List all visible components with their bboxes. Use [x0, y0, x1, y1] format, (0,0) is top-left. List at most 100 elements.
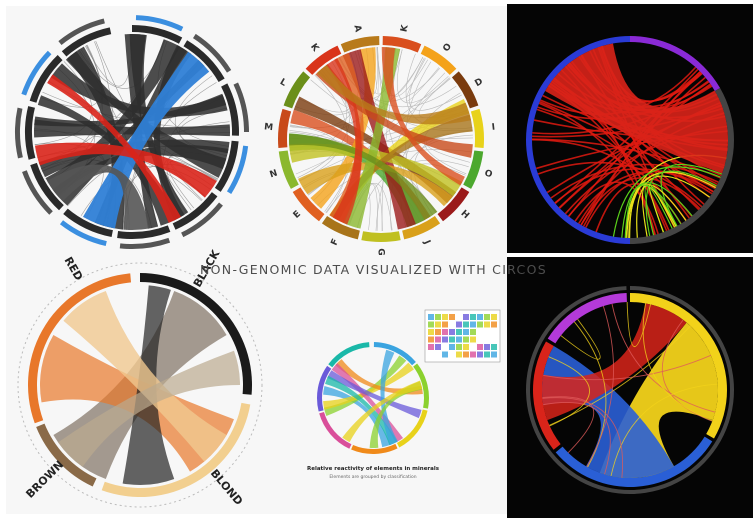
outer-track [119, 237, 171, 249]
letter-segment [278, 108, 292, 148]
periodic-cell [456, 329, 462, 335]
poster-headline: NON-GENOMIC DATA VISUALIZED WITH CIRCOS [200, 262, 547, 277]
letter-segment [382, 36, 422, 53]
dark-divider [507, 253, 753, 257]
ribbon [323, 362, 414, 410]
ideogram-segment [221, 83, 239, 136]
link [289, 131, 348, 214]
link-red [567, 72, 702, 217]
link-red [539, 100, 714, 193]
periodic-cell [435, 321, 441, 328]
periodic-cell [484, 344, 490, 350]
periodic-cell [463, 336, 469, 343]
link-red [574, 170, 714, 222]
periodic-cell [449, 336, 455, 343]
elements-circos: Relative reactivity of elements in miner… [307, 309, 501, 480]
ideogram-segment [117, 225, 171, 239]
link-red [554, 68, 699, 204]
periodic-cell [435, 314, 441, 320]
periodic-cell [435, 344, 441, 350]
ribbon-red [545, 43, 728, 174]
periodic-cell [428, 314, 434, 320]
link [626, 302, 651, 348]
segment-label: J [421, 238, 432, 246]
outer-track-yellow [630, 293, 727, 439]
link-green [645, 170, 717, 237]
outer-track [59, 220, 107, 247]
periodic-cell [428, 329, 434, 335]
periodic-cell [463, 314, 469, 320]
ribbon [50, 63, 228, 117]
letter-segment [292, 187, 325, 222]
letter-segment [340, 36, 380, 53]
letter-segment [463, 150, 484, 189]
link-green [648, 184, 676, 233]
periodic-cell [442, 321, 448, 328]
element-segment [373, 342, 416, 366]
link-red [585, 170, 716, 228]
periodic-cell [456, 351, 462, 358]
ribbon [380, 349, 398, 446]
periodic-cell [442, 351, 448, 358]
periodic-cell [435, 336, 441, 343]
ribbon [343, 47, 401, 229]
periodic-cell [456, 336, 462, 343]
hair-segment [101, 402, 251, 497]
outer-track [192, 33, 232, 73]
link-red [554, 168, 713, 204]
segment-label: N [269, 168, 279, 180]
periodic-cell [428, 321, 434, 328]
periodic-cell [470, 329, 476, 335]
outer-track-red [533, 341, 561, 450]
letter-segment [470, 108, 484, 148]
hair-segment [36, 423, 97, 487]
outer-track [58, 18, 105, 45]
periodic-cell [491, 351, 497, 358]
outer-track [181, 202, 223, 238]
outer-track [135, 15, 184, 32]
ideogram-segment [132, 25, 183, 44]
ribbon [316, 64, 472, 125]
link-red [580, 76, 706, 226]
element-segment [317, 365, 332, 412]
periodic-cell [470, 314, 476, 320]
segment-label: E [292, 209, 303, 221]
periodic-cell [449, 314, 455, 320]
periodic-cell [442, 329, 448, 335]
link [560, 319, 601, 360]
letter-segment [321, 216, 360, 240]
ideogram-segment [63, 208, 113, 238]
ribbon [327, 370, 422, 419]
letter-segment [278, 150, 299, 189]
segment-label: I [491, 123, 495, 133]
ideogram-segment [214, 140, 239, 192]
element-segment [351, 443, 398, 454]
ribbon [381, 47, 465, 186]
periodic-cell [428, 336, 434, 343]
ribbon [288, 133, 438, 221]
outer-track [233, 82, 249, 132]
periodic-cell [449, 344, 455, 350]
link-green [621, 182, 693, 238]
periodic-cell [477, 344, 483, 350]
ribbon [342, 380, 423, 443]
periodic-cell [428, 344, 434, 350]
ribbon-gray [47, 164, 150, 230]
link [381, 48, 401, 231]
letter-segment [451, 71, 479, 109]
periodic-cell [470, 351, 476, 358]
link [408, 57, 462, 111]
periodic-cell [463, 344, 469, 350]
periodic-cell [463, 329, 469, 335]
link-red [580, 177, 701, 226]
tick-ring [17, 262, 263, 508]
outer-track-purple [547, 293, 627, 344]
red-black-circos [526, 36, 735, 244]
ribbon-red [47, 74, 181, 223]
link-green [624, 184, 682, 238]
link [543, 354, 712, 381]
ribbon [58, 350, 241, 467]
periodic-cell [456, 344, 462, 350]
